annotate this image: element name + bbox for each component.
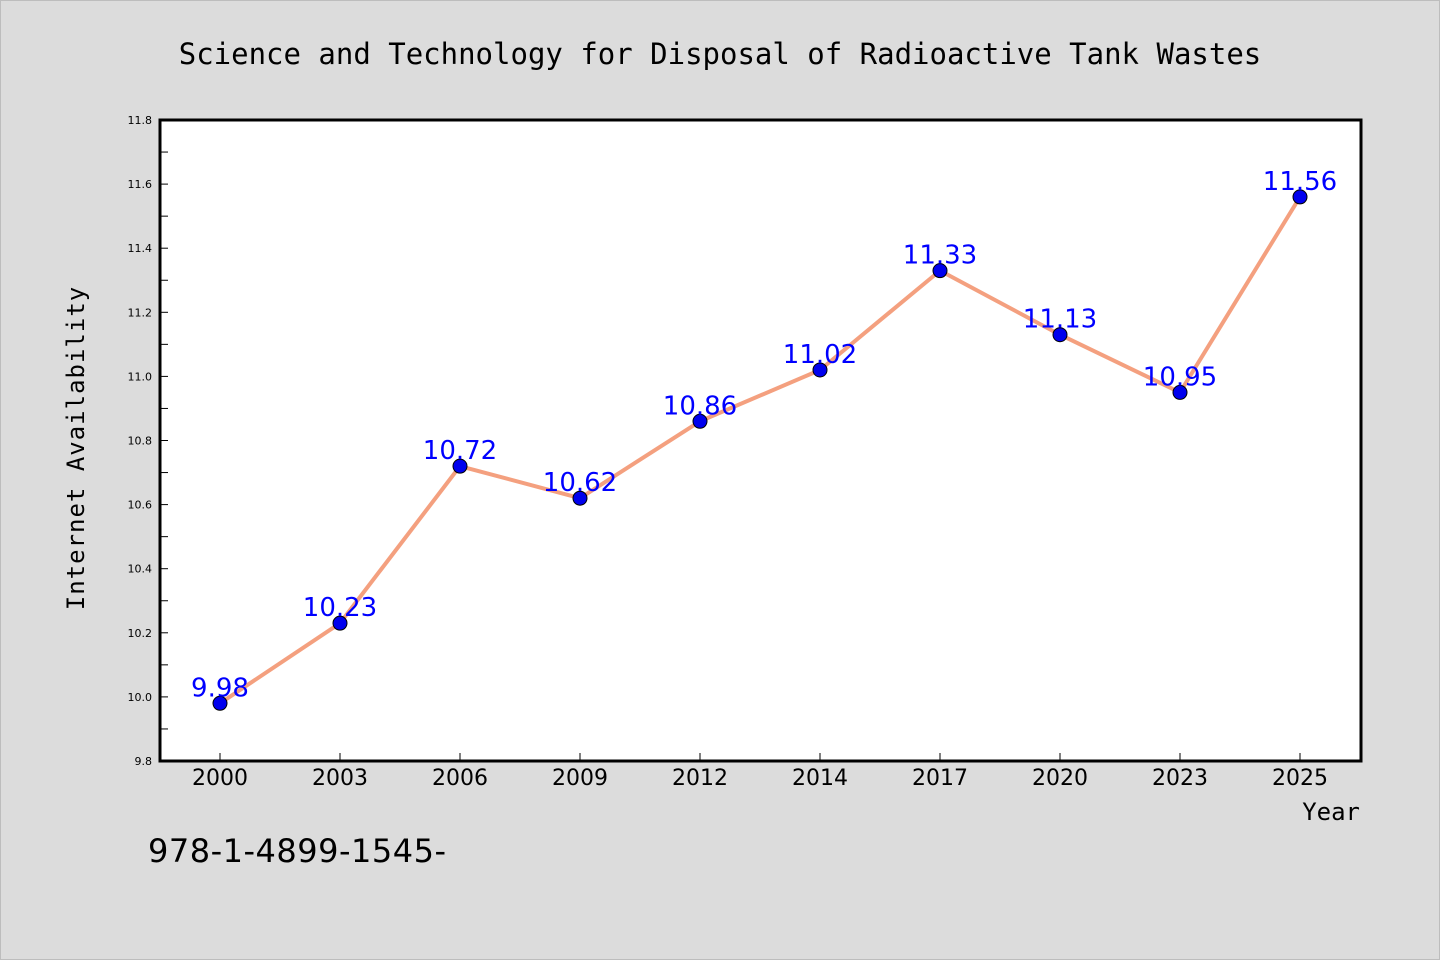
data-point-marker	[1052, 327, 1068, 343]
x-axis-ticks: 2000 2003 2006 2009 2012 2014 2017 2020 2023 2025	[192, 753, 1328, 791]
y-tick-label: 10.8	[128, 435, 153, 448]
x-tick-label: 2006	[432, 766, 488, 791]
y-tick-label: 9.8	[135, 755, 153, 768]
x-tick-label: 2009	[552, 766, 608, 791]
data-point-marker	[932, 263, 948, 279]
x-tick-label: 2017	[912, 766, 968, 791]
data-point-marker	[212, 695, 228, 711]
y-axis-label: Internet Availability	[62, 286, 90, 610]
x-tick-label: 2012	[672, 766, 728, 791]
y-tick-label: 11.0	[128, 370, 153, 383]
data-label: 10.95	[1143, 362, 1217, 392]
data-label: 11.56	[1263, 167, 1337, 197]
chart-title: Science and Technology for Disposal of R…	[179, 37, 1262, 71]
data-series: 9.98 10.23 10.72 10.62 10.86 11.02 11.33 11.13 1…	[191, 167, 1337, 711]
x-tick-label: 2000	[192, 766, 248, 791]
data-label: 11.33	[903, 241, 977, 271]
x-tick-label: 2003	[312, 766, 368, 791]
x-axis-label: Year	[1302, 798, 1360, 826]
data-label: 10.86	[663, 391, 737, 421]
x-tick-label: 2020	[1032, 766, 1088, 791]
y-tick-label: 10.2	[128, 627, 153, 640]
y-tick-label: 11.2	[128, 306, 153, 319]
y-tick-label: 10.4	[128, 563, 153, 576]
plot-area	[160, 120, 1361, 761]
y-axis-ticks: 9.8 10.0 10.2 10.4 10.6 10.8 11.0 11.2 11.4 11.6 1…	[128, 114, 168, 768]
caption-text: 978-1-4899-1545-	[148, 832, 447, 870]
data-label: 11.13	[1023, 305, 1097, 335]
data-label: 10.72	[423, 436, 497, 466]
series-line	[218, 194, 1302, 706]
y-tick-label: 10.6	[128, 499, 153, 512]
x-tick-label: 2014	[792, 766, 848, 791]
data-label: 10.23	[303, 593, 377, 623]
data-point-marker	[692, 413, 708, 429]
x-tick-label: 2025	[1272, 766, 1328, 791]
data-label: 10.62	[543, 468, 617, 498]
data-point-marker	[812, 362, 828, 378]
plot-border	[158, 118, 1363, 763]
data-point-marker	[1292, 189, 1308, 205]
data-point-marker	[452, 458, 468, 474]
y-tick-label: 10.0	[128, 691, 153, 704]
data-label: 11.02	[783, 340, 857, 370]
y-tick-label: 11.8	[128, 114, 153, 127]
data-point-marker	[332, 615, 348, 631]
data-point-marker	[1172, 384, 1188, 400]
y-tick-label: 11.6	[128, 178, 153, 191]
x-tick-label: 2023	[1152, 766, 1208, 791]
y-tick-label: 11.4	[128, 242, 153, 255]
data-point-marker	[572, 490, 588, 506]
data-label: 9.98	[191, 673, 249, 703]
